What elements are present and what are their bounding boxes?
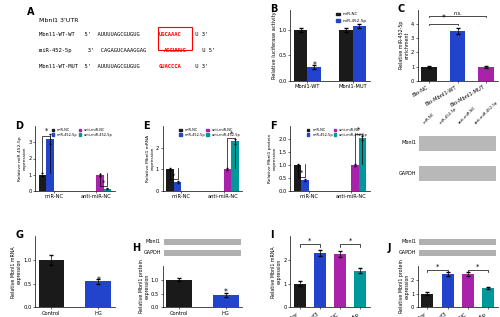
Text: *: * [476,264,480,270]
Bar [158,27,192,49]
Bar [302,180,309,191]
Bar [352,26,366,81]
Bar [38,260,64,307]
Y-axis label: Relative miR-452-5p
enrichment: Relative miR-452-5p enrichment [398,21,409,69]
Bar [294,165,302,191]
Text: *: * [300,170,303,176]
Text: Mbnl1-WT-WT   5'  AUUUUAGCGUGUG: Mbnl1-WT-WT 5' AUUUUAGCGUGUG [39,32,140,37]
Bar [354,271,366,307]
Text: miR-452-5p: miR-452-5p [438,106,458,125]
Text: n.s.: n.s. [454,11,462,16]
Text: A: A [26,7,34,17]
Bar [166,280,192,307]
Y-axis label: Relative Mbnl1 mRNA
expression: Relative Mbnl1 mRNA expression [11,246,22,298]
Bar [339,30,352,81]
Bar [420,239,496,245]
Text: miR-NC: miR-NC [422,112,436,125]
Text: *: * [102,180,105,186]
Text: *: * [172,172,176,178]
Bar [46,139,54,191]
Bar [86,281,111,307]
Legend: miR-NC, miR-452-5p, anti-miR-NC, anti-miR-452-5p: miR-NC, miR-452-5p, anti-miR-NC, anti-mi… [179,128,240,137]
Bar [450,31,466,81]
Bar [351,165,358,191]
Bar [422,294,434,307]
Text: U 3': U 3' [192,64,208,69]
Text: ACGUUUG: ACGUUUG [164,48,186,53]
Text: H: H [132,243,140,253]
Bar [420,166,496,181]
Text: *: * [442,14,446,23]
Text: GAPDH: GAPDH [398,250,416,255]
Y-axis label: Relative luciferase activity: Relative luciferase activity [272,11,277,79]
Bar [164,239,240,245]
Text: J: J [388,243,391,253]
Bar [213,295,238,307]
Text: D: D [15,121,23,131]
Bar [334,254,346,307]
Bar [164,250,240,256]
Text: U 5': U 5' [199,48,215,53]
Text: *: * [96,276,100,285]
Legend: miR-NC, miR-452-5p: miR-NC, miR-452-5p [336,12,368,23]
Text: GUACCCA: GUACCCA [158,64,181,69]
Text: *: * [44,128,48,134]
Text: C: C [398,4,405,14]
Y-axis label: Relative miR-452-5p
expression: Relative miR-452-5p expression [18,136,27,181]
Text: *: * [224,288,228,297]
Y-axis label: Relative Mbnl1 protein
expression: Relative Mbnl1 protein expression [268,134,277,183]
Legend: miR-NC, miR-452-5p, anti-miR-NC, anti-miR-452-5p: miR-NC, miR-452-5p, anti-miR-NC, anti-mi… [52,128,113,137]
Text: E: E [142,121,150,131]
Bar [224,169,231,191]
Bar [38,175,46,191]
Bar [478,67,494,81]
Bar [231,141,238,191]
Text: *: * [436,264,439,270]
Text: *: * [348,238,352,244]
Bar [174,182,182,191]
Text: I: I [270,230,274,240]
Bar [358,138,366,191]
Text: *: * [312,61,316,70]
Y-axis label: Relative Mbnl1 protein
expression: Relative Mbnl1 protein expression [398,260,409,314]
Text: *: * [357,126,360,133]
Text: *: * [230,131,233,137]
Bar [420,250,496,256]
Text: miR-452-5p     3'  CAGAGUCAAAGGAG: miR-452-5p 3' CAGAGUCAAAGGAG [39,48,146,53]
Text: B: B [270,4,278,14]
Text: U 3': U 3' [192,32,208,37]
Text: GAPDH: GAPDH [398,171,416,176]
Text: UGCAAAC: UGCAAAC [158,32,181,37]
Text: Mbnl1: Mbnl1 [401,239,416,244]
Text: anti-miR-NC: anti-miR-NC [458,105,477,125]
Text: G: G [15,230,23,240]
Y-axis label: Relative Mbnl1 mRNA
expression: Relative Mbnl1 mRNA expression [146,135,154,182]
Bar [166,169,174,191]
Text: Mbnl1: Mbnl1 [401,140,416,146]
Bar [420,136,496,151]
Y-axis label: Relative Mbnl1 protein
expression: Relative Mbnl1 protein expression [138,260,149,314]
Bar [294,284,306,307]
Bar [104,189,111,191]
Bar [482,288,494,307]
Text: Mbnl1 3'UTR: Mbnl1 3'UTR [39,18,78,23]
Text: F: F [270,121,277,131]
Bar [294,30,308,81]
Text: Mbnl1: Mbnl1 [146,239,161,244]
Text: anti-miR-452-5p: anti-miR-452-5p [474,100,499,125]
Y-axis label: Relative Mbnl1 mRNA
expression: Relative Mbnl1 mRNA expression [271,246,282,298]
Text: Mbnl1-WT-MUT  5'  AUUUUAGCGUGUG: Mbnl1-WT-MUT 5' AUUUUAGCGUGUG [39,64,140,69]
Bar [442,274,454,307]
Text: *: * [308,238,312,244]
Text: GAPDH: GAPDH [144,250,161,255]
Bar [462,274,473,307]
Bar [422,67,437,81]
Legend: miR-NC, miR-452-5p, anti-miR-NC, anti-miR-452-5p: miR-NC, miR-452-5p, anti-miR-NC, anti-mi… [306,128,368,137]
Bar [308,67,321,81]
Bar [314,253,326,307]
Bar [96,175,104,191]
